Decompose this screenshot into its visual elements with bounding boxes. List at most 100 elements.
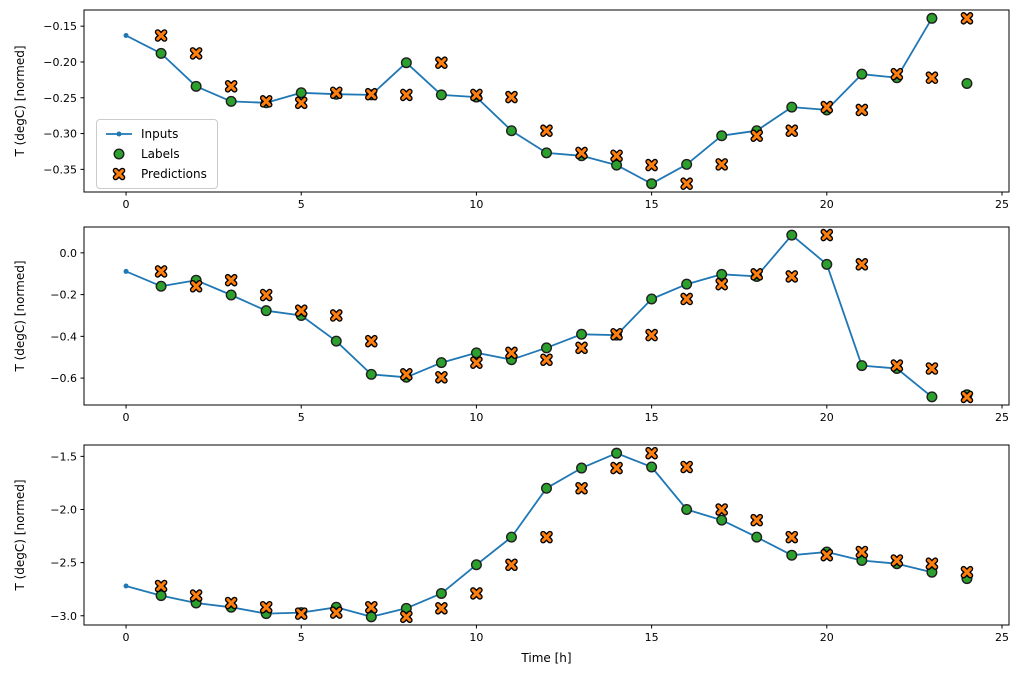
prediction-marker — [610, 461, 623, 475]
prediction-marker — [189, 589, 203, 602]
y-tick-label: 0.0 — [60, 247, 78, 260]
prediction-marker — [855, 103, 869, 117]
prediction-marker — [259, 288, 273, 302]
prediction-marker — [785, 270, 799, 283]
series-inputs — [123, 232, 935, 400]
prediction-marker — [329, 309, 343, 322]
input-point — [123, 583, 129, 589]
prediction-marker — [890, 67, 904, 81]
prediction-marker — [400, 368, 413, 381]
prediction-marker — [925, 557, 939, 570]
series-inputs — [123, 15, 935, 187]
legend-circle-icon — [113, 148, 125, 160]
y-tick-label: −0.2 — [50, 289, 77, 302]
prediction-marker — [715, 503, 728, 516]
prediction-marker — [329, 606, 343, 619]
subplot-3: 0 5 10 15 20 25 −1.5 −2.0 −2.5 −3.0 — [50, 444, 1010, 644]
label-marker — [541, 147, 553, 159]
prediction-marker — [610, 149, 623, 163]
label-marker — [470, 347, 482, 359]
prediction-marker — [470, 356, 483, 369]
label-marker — [681, 158, 693, 170]
y-tick-label: −0.25 — [43, 92, 77, 105]
prediction-marker — [925, 362, 939, 375]
legend-line-dot-icon — [106, 131, 132, 137]
label-marker — [681, 503, 693, 515]
label-marker — [646, 293, 658, 305]
prediction-marker — [470, 88, 483, 102]
series-predictions — [154, 228, 974, 404]
legend-item-predictions: Predictions — [104, 164, 207, 184]
prediction-marker — [365, 600, 378, 614]
label-marker — [926, 391, 938, 403]
prediction-marker — [540, 124, 553, 138]
prediction-marker — [645, 158, 658, 172]
y-tick-label: −1.5 — [50, 450, 77, 463]
prediction-marker — [820, 228, 834, 242]
label-marker — [576, 328, 588, 340]
label-marker — [155, 47, 167, 59]
label-marker — [611, 447, 623, 459]
prediction-marker — [750, 513, 764, 527]
input-point — [123, 32, 129, 38]
legend-label: Inputs — [141, 127, 179, 141]
label-marker — [365, 368, 377, 380]
y-tick-label: −0.4 — [50, 330, 77, 343]
x-tick-label: 20 — [820, 411, 834, 424]
series-labels — [155, 12, 973, 190]
label-marker — [225, 289, 237, 301]
prediction-marker — [540, 530, 553, 544]
x-tick-label: 5 — [298, 631, 305, 644]
label-marker — [435, 357, 447, 369]
x-tick-label: 0 — [123, 198, 130, 211]
prediction-marker — [750, 268, 764, 281]
prediction-marker — [680, 460, 693, 474]
label-marker — [541, 342, 553, 354]
x-tick-label: 15 — [645, 198, 659, 211]
prediction-marker — [400, 88, 413, 102]
prediction-marker — [890, 359, 904, 372]
x-tick-label: 20 — [820, 631, 834, 644]
prediction-marker — [435, 56, 448, 69]
legend-label: Predictions — [141, 167, 207, 181]
prediction-marker — [575, 341, 588, 355]
label-marker — [961, 77, 973, 89]
legend-item-labels: Labels — [104, 144, 207, 164]
prediction-marker — [575, 146, 588, 160]
prediction-marker — [224, 80, 238, 93]
label-marker — [751, 531, 763, 543]
label-marker — [716, 130, 728, 142]
legend-item-inputs: Inputs — [104, 124, 207, 144]
axes-frame — [83, 444, 1010, 626]
label-marker — [225, 95, 237, 107]
prediction-marker — [189, 47, 203, 60]
x-tick-label: 0 — [123, 411, 130, 424]
x-tick-label: 10 — [469, 198, 483, 211]
prediction-marker — [680, 177, 693, 190]
series-inputs — [123, 450, 935, 620]
prediction-marker — [294, 96, 308, 110]
x-tick-label: 5 — [298, 411, 305, 424]
label-marker — [190, 80, 202, 92]
x-tick-label: 25 — [995, 198, 1009, 211]
prediction-marker — [575, 481, 588, 495]
prediction-marker — [645, 328, 658, 342]
x-axis-label: Time [h] — [521, 651, 572, 665]
prediction-marker — [715, 158, 728, 171]
prediction-marker — [294, 304, 308, 317]
inputs-line — [125, 452, 933, 618]
prediction-marker — [505, 558, 518, 572]
subplot-2: 0 5 10 15 20 25 0.0 −0.2 −0.4 −0.6 — [50, 226, 1010, 424]
series-predictions — [154, 446, 974, 624]
prediction-marker — [855, 545, 869, 559]
label-marker — [295, 87, 307, 99]
prediction-marker — [820, 100, 834, 114]
label-marker — [856, 68, 868, 80]
label-marker — [260, 305, 272, 317]
prediction-marker — [750, 129, 764, 143]
label-marker — [470, 559, 482, 571]
y-tick-label: −0.6 — [50, 372, 77, 385]
prediction-marker — [259, 600, 273, 614]
